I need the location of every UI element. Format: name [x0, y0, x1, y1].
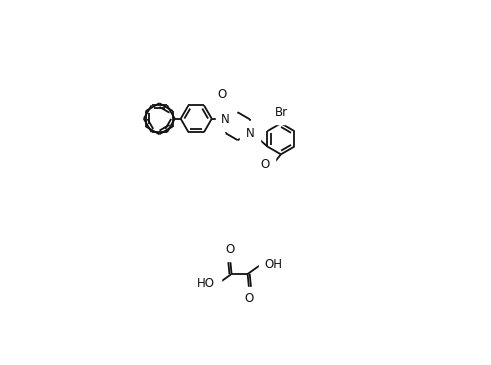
Text: N: N — [221, 113, 230, 126]
Text: HO: HO — [197, 277, 215, 290]
Text: O: O — [245, 292, 253, 305]
Text: Br: Br — [275, 106, 288, 119]
Text: OH: OH — [264, 258, 282, 271]
Text: O: O — [218, 88, 227, 101]
Text: O: O — [261, 158, 270, 171]
Text: N: N — [246, 127, 254, 140]
Text: O: O — [225, 243, 235, 256]
